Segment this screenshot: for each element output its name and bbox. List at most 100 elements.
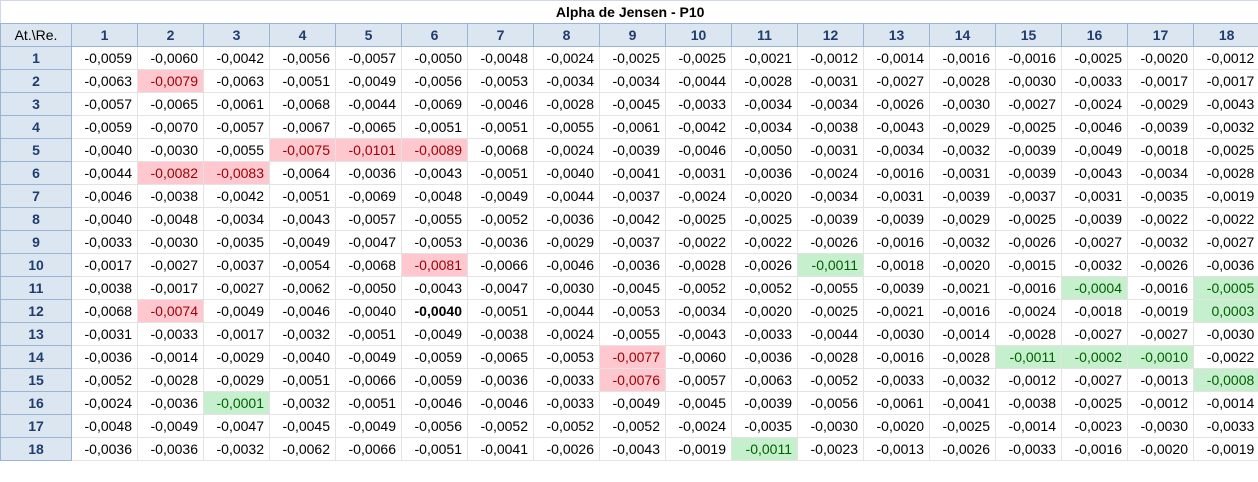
table-cell[interactable]: -0,0038: [797, 115, 864, 139]
table-cell[interactable]: -0,0028: [665, 253, 732, 277]
table-cell[interactable]: -0,0032: [1192, 115, 1258, 139]
table-cell[interactable]: 0,0003: [1192, 299, 1258, 323]
table-cell[interactable]: -0,0036: [467, 368, 534, 392]
table-cell[interactable]: -0,0046: [665, 138, 732, 162]
table-cell[interactable]: -0,0068: [467, 138, 534, 162]
column-header-7[interactable]: 7: [467, 23, 534, 47]
table-cell[interactable]: -0,0040: [401, 299, 468, 323]
table-cell[interactable]: -0,0048: [467, 46, 534, 70]
table-cell[interactable]: -0,0049: [467, 184, 534, 208]
table-cell[interactable]: -0,0033: [731, 322, 798, 346]
table-cell[interactable]: -0,0051: [269, 184, 336, 208]
table-cell[interactable]: -0,0051: [467, 299, 534, 323]
table-cell[interactable]: -0,0034: [203, 207, 270, 231]
table-cell[interactable]: -0,0034: [665, 299, 732, 323]
table-cell[interactable]: -0,0032: [929, 230, 996, 254]
table-cell[interactable]: -0,0036: [533, 207, 600, 231]
table-cell[interactable]: -0,0046: [71, 184, 138, 208]
table-cell[interactable]: -0,0025: [731, 207, 798, 231]
table-cell[interactable]: -0,0026: [1127, 253, 1194, 277]
table-cell[interactable]: -0,0014: [995, 414, 1062, 438]
table-cell[interactable]: -0,0019: [1127, 299, 1194, 323]
table-cell[interactable]: -0,0039: [797, 207, 864, 231]
table-cell[interactable]: -0,0033: [665, 92, 732, 116]
table-cell[interactable]: -0,0068: [269, 92, 336, 116]
row-header-6[interactable]: 6: [0, 161, 72, 185]
table-cell[interactable]: -0,0016: [929, 46, 996, 70]
table-cell[interactable]: -0,0035: [731, 414, 798, 438]
table-cell[interactable]: -0,0052: [71, 368, 138, 392]
table-cell[interactable]: -0,0024: [1061, 92, 1128, 116]
table-cell[interactable]: -0,0068: [71, 299, 138, 323]
table-cell[interactable]: -0,0011: [731, 437, 798, 461]
table-cell[interactable]: -0,0030: [533, 276, 600, 300]
table-cell[interactable]: -0,0050: [731, 138, 798, 162]
table-cell[interactable]: -0,0033: [863, 368, 930, 392]
table-cell[interactable]: -0,0042: [665, 115, 732, 139]
table-cell[interactable]: -0,0016: [863, 230, 930, 254]
table-cell[interactable]: -0,0049: [599, 391, 666, 415]
table-cell[interactable]: -0,0039: [863, 276, 930, 300]
row-header-13[interactable]: 13: [0, 322, 72, 346]
table-cell[interactable]: -0,0038: [137, 184, 204, 208]
table-cell[interactable]: -0,0062: [269, 437, 336, 461]
table-cell[interactable]: -0,0038: [995, 391, 1062, 415]
table-cell[interactable]: -0,0021: [731, 46, 798, 70]
table-cell[interactable]: -0,0036: [731, 345, 798, 369]
table-cell[interactable]: -0,0022: [1127, 207, 1194, 231]
table-cell[interactable]: -0,0043: [1192, 92, 1258, 116]
table-cell[interactable]: -0,0042: [203, 184, 270, 208]
table-cell[interactable]: -0,0039: [1061, 207, 1128, 231]
table-cell[interactable]: -0,0033: [533, 368, 600, 392]
table-cell[interactable]: -0,0027: [863, 69, 930, 93]
table-cell[interactable]: -0,0040: [533, 161, 600, 185]
table-cell[interactable]: -0,0041: [467, 437, 534, 461]
row-header-4[interactable]: 4: [0, 115, 72, 139]
table-cell[interactable]: -0,0054: [269, 253, 336, 277]
table-cell[interactable]: -0,0033: [1192, 414, 1258, 438]
table-cell[interactable]: -0,0048: [137, 207, 204, 231]
table-cell[interactable]: -0,0053: [401, 230, 468, 254]
table-cell[interactable]: -0,0019: [1192, 437, 1258, 461]
table-cell[interactable]: -0,0044: [533, 299, 600, 323]
table-cell[interactable]: -0,0044: [797, 322, 864, 346]
table-cell[interactable]: -0,0043: [401, 276, 468, 300]
column-header-3[interactable]: 3: [203, 23, 270, 47]
table-cell[interactable]: -0,0044: [533, 184, 600, 208]
table-cell[interactable]: -0,0036: [71, 345, 138, 369]
table-cell[interactable]: -0,0012: [797, 46, 864, 70]
table-cell[interactable]: -0,0034: [863, 138, 930, 162]
table-cell[interactable]: -0,0057: [335, 207, 402, 231]
column-header-13[interactable]: 13: [863, 23, 930, 47]
row-header-5[interactable]: 5: [0, 138, 72, 162]
table-cell[interactable]: -0,0066: [467, 253, 534, 277]
table-cell[interactable]: -0,0029: [929, 207, 996, 231]
table-cell[interactable]: -0,0005: [1192, 276, 1258, 300]
table-cell[interactable]: -0,0036: [71, 437, 138, 461]
table-cell[interactable]: -0,0011: [995, 345, 1062, 369]
table-cell[interactable]: -0,0046: [533, 253, 600, 277]
table-cell[interactable]: -0,0029: [929, 115, 996, 139]
table-cell[interactable]: -0,0051: [401, 437, 468, 461]
table-cell[interactable]: -0,0031: [797, 69, 864, 93]
table-cell[interactable]: -0,0031: [863, 184, 930, 208]
table-cell[interactable]: -0,0063: [203, 69, 270, 93]
table-cell[interactable]: -0,0025: [995, 207, 1062, 231]
table-cell[interactable]: -0,0036: [335, 161, 402, 185]
table-cell[interactable]: -0,0031: [797, 138, 864, 162]
table-cell[interactable]: -0,0030: [137, 138, 204, 162]
table-cell[interactable]: -0,0002: [1061, 345, 1128, 369]
table-cell[interactable]: -0,0055: [797, 276, 864, 300]
table-cell[interactable]: -0,0034: [533, 69, 600, 93]
table-cell[interactable]: -0,0034: [797, 184, 864, 208]
table-cell[interactable]: -0,0049: [203, 299, 270, 323]
table-cell[interactable]: -0,0028: [995, 322, 1062, 346]
table-cell[interactable]: -0,0052: [467, 414, 534, 438]
row-header-2[interactable]: 2: [0, 69, 72, 93]
table-cell[interactable]: -0,0034: [599, 69, 666, 93]
table-cell[interactable]: -0,0053: [599, 299, 666, 323]
table-cell[interactable]: -0,0015: [995, 253, 1062, 277]
table-cell[interactable]: -0,0051: [269, 69, 336, 93]
table-cell[interactable]: -0,0049: [335, 345, 402, 369]
table-cell[interactable]: -0,0039: [599, 138, 666, 162]
